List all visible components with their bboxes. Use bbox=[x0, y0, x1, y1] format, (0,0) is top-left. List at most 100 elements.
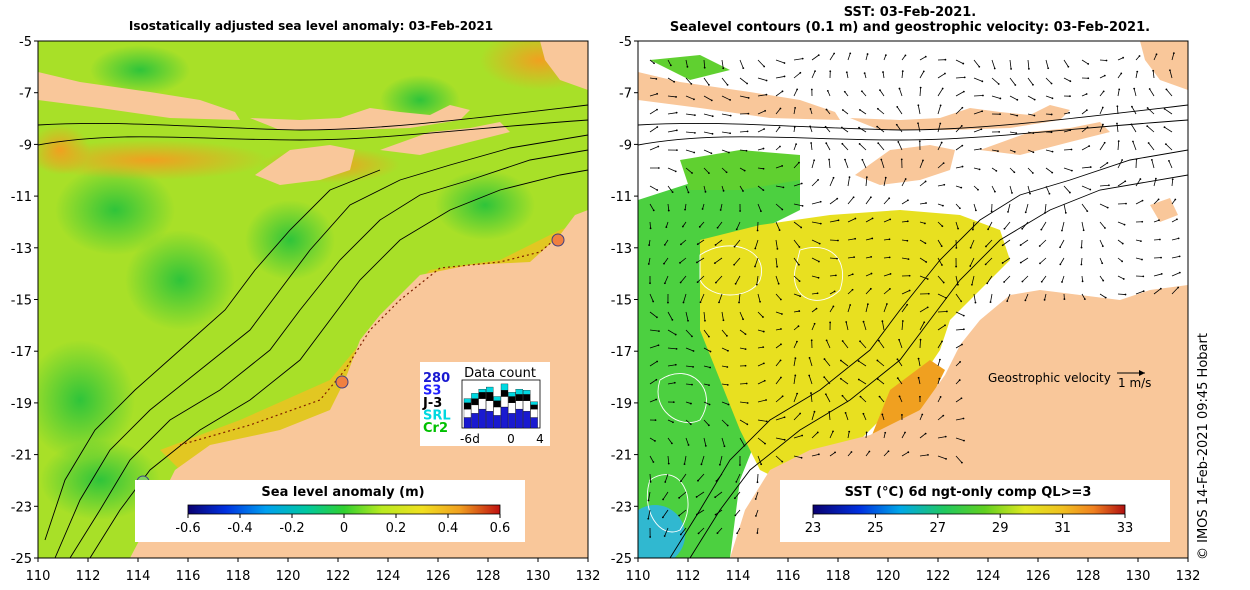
data-count-bar-segment bbox=[515, 400, 523, 410]
velocity-arrow bbox=[899, 88, 903, 97]
velocity-arrow bbox=[883, 177, 887, 187]
velocity-arrowhead bbox=[898, 87, 901, 90]
sst-field-hot bbox=[870, 360, 945, 440]
velocity-arrowhead bbox=[999, 97, 1002, 100]
velocity-arrow bbox=[775, 108, 781, 115]
velocity-arrowhead bbox=[1146, 107, 1149, 109]
velocity-arrow bbox=[1081, 109, 1088, 115]
velocity-arrowhead bbox=[687, 319, 689, 322]
velocity-arrow bbox=[715, 275, 723, 283]
velocity-arrowhead bbox=[958, 379, 961, 381]
data-count-bar-segment bbox=[500, 390, 509, 397]
velocity-arrowhead bbox=[742, 190, 744, 192]
velocity-arrowhead bbox=[798, 246, 801, 248]
velocity-arrowhead bbox=[825, 108, 828, 111]
velocity-arrowhead bbox=[1168, 159, 1170, 162]
velocity-arrow bbox=[1099, 124, 1104, 133]
velocity-arrow bbox=[1099, 257, 1103, 264]
velocity-arrowhead bbox=[1088, 145, 1091, 147]
velocity-arrowhead bbox=[955, 265, 958, 268]
velocity-arrowhead bbox=[652, 461, 655, 463]
lon-tick-label: 120 bbox=[876, 569, 901, 584]
velocity-arrow bbox=[703, 329, 710, 337]
velocity-arrow bbox=[1099, 203, 1108, 209]
lon-tick-label: 130 bbox=[526, 569, 551, 584]
velocity-arrowhead bbox=[667, 462, 670, 465]
data-count-bar-segment bbox=[463, 408, 472, 418]
velocity-arrow bbox=[649, 109, 658, 115]
velocity-arrowhead bbox=[907, 451, 910, 454]
velocity-arrow bbox=[721, 419, 728, 426]
velocity-arrowhead bbox=[1089, 188, 1092, 191]
velocity-arrow bbox=[937, 105, 942, 115]
velocity-arrowhead bbox=[955, 246, 958, 249]
velocity-arrow bbox=[1025, 203, 1029, 213]
velocity-arrow bbox=[775, 221, 780, 231]
velocity-arrow bbox=[937, 184, 945, 187]
velocity-arrowhead bbox=[797, 325, 800, 328]
velocity-arrow bbox=[793, 162, 800, 169]
velocity-arrow bbox=[739, 437, 745, 446]
data-count-xtick: 0 bbox=[507, 432, 515, 446]
velocity-arrow bbox=[991, 185, 996, 192]
velocity-arrowhead bbox=[649, 282, 651, 285]
velocity-arrowhead bbox=[799, 71, 802, 74]
velocity-arrowhead bbox=[746, 402, 749, 404]
velocity-arrow bbox=[955, 344, 963, 349]
velocity-arrow bbox=[858, 379, 867, 385]
velocity-arrowhead bbox=[734, 514, 737, 517]
data-count-bar-segment bbox=[508, 402, 516, 414]
data-count-bar-segment bbox=[486, 411, 494, 429]
velocity-arrowhead bbox=[657, 145, 660, 148]
lon-tick-label: 128 bbox=[476, 569, 501, 584]
velocity-arrowhead bbox=[940, 141, 943, 144]
velocity-arrowhead bbox=[1157, 198, 1160, 201]
velocity-arrow bbox=[1009, 59, 1012, 69]
velocity-arrowhead bbox=[663, 243, 666, 246]
velocity-arrow bbox=[1045, 149, 1053, 153]
velocity-arrowhead bbox=[1032, 132, 1035, 134]
velocity-arrow bbox=[847, 256, 855, 259]
velocity-arrow bbox=[793, 275, 800, 282]
velocity-arrow bbox=[973, 95, 983, 97]
velocity-arrow bbox=[1027, 77, 1034, 86]
data-count-bar-segment bbox=[500, 383, 509, 391]
velocity-arrowhead bbox=[960, 397, 963, 400]
velocity-arrowhead bbox=[727, 349, 729, 352]
velocity-arrowhead bbox=[710, 152, 713, 155]
velocity-arrow bbox=[649, 437, 656, 442]
velocity-arrow bbox=[808, 375, 813, 385]
velocity-arrow bbox=[739, 130, 748, 133]
velocity-arrow bbox=[649, 455, 654, 463]
velocity-arrowhead bbox=[655, 378, 658, 381]
velocity-arrowhead bbox=[1007, 210, 1009, 213]
velocity-arrowhead bbox=[888, 256, 891, 259]
velocity-arrowhead bbox=[1133, 87, 1136, 90]
lon-tick-label: 116 bbox=[176, 569, 201, 584]
velocity-arrow bbox=[847, 197, 854, 205]
velocity-arrowhead bbox=[848, 176, 851, 179]
velocity-arrow bbox=[937, 324, 946, 331]
velocity-arrow bbox=[883, 273, 891, 277]
velocity-arrow bbox=[1044, 203, 1047, 213]
sla-colorbar-bar bbox=[187, 504, 501, 515]
velocity-arrowhead bbox=[674, 363, 677, 366]
colorbar-tick-label: 33 bbox=[1117, 521, 1134, 536]
velocity-arrowhead bbox=[1122, 56, 1125, 59]
velocity-arrowhead bbox=[709, 350, 712, 353]
velocity-arrowhead bbox=[926, 278, 929, 280]
velocity-arrowhead bbox=[697, 532, 700, 535]
velocity-arrow bbox=[649, 203, 655, 211]
velocity-arrowhead bbox=[763, 128, 766, 130]
velocity-arrow bbox=[649, 361, 658, 367]
velocity-arrow bbox=[865, 273, 872, 277]
velocity-arrow bbox=[971, 275, 975, 285]
velocity-arrowhead bbox=[692, 365, 694, 368]
velocity-arrowhead bbox=[901, 70, 904, 73]
velocity-arrow bbox=[678, 491, 687, 499]
velocity-arrow bbox=[1131, 106, 1137, 115]
velocity-arrow bbox=[775, 203, 783, 210]
velocity-arrowhead bbox=[656, 126, 659, 128]
velocity-arrowhead bbox=[661, 516, 664, 519]
